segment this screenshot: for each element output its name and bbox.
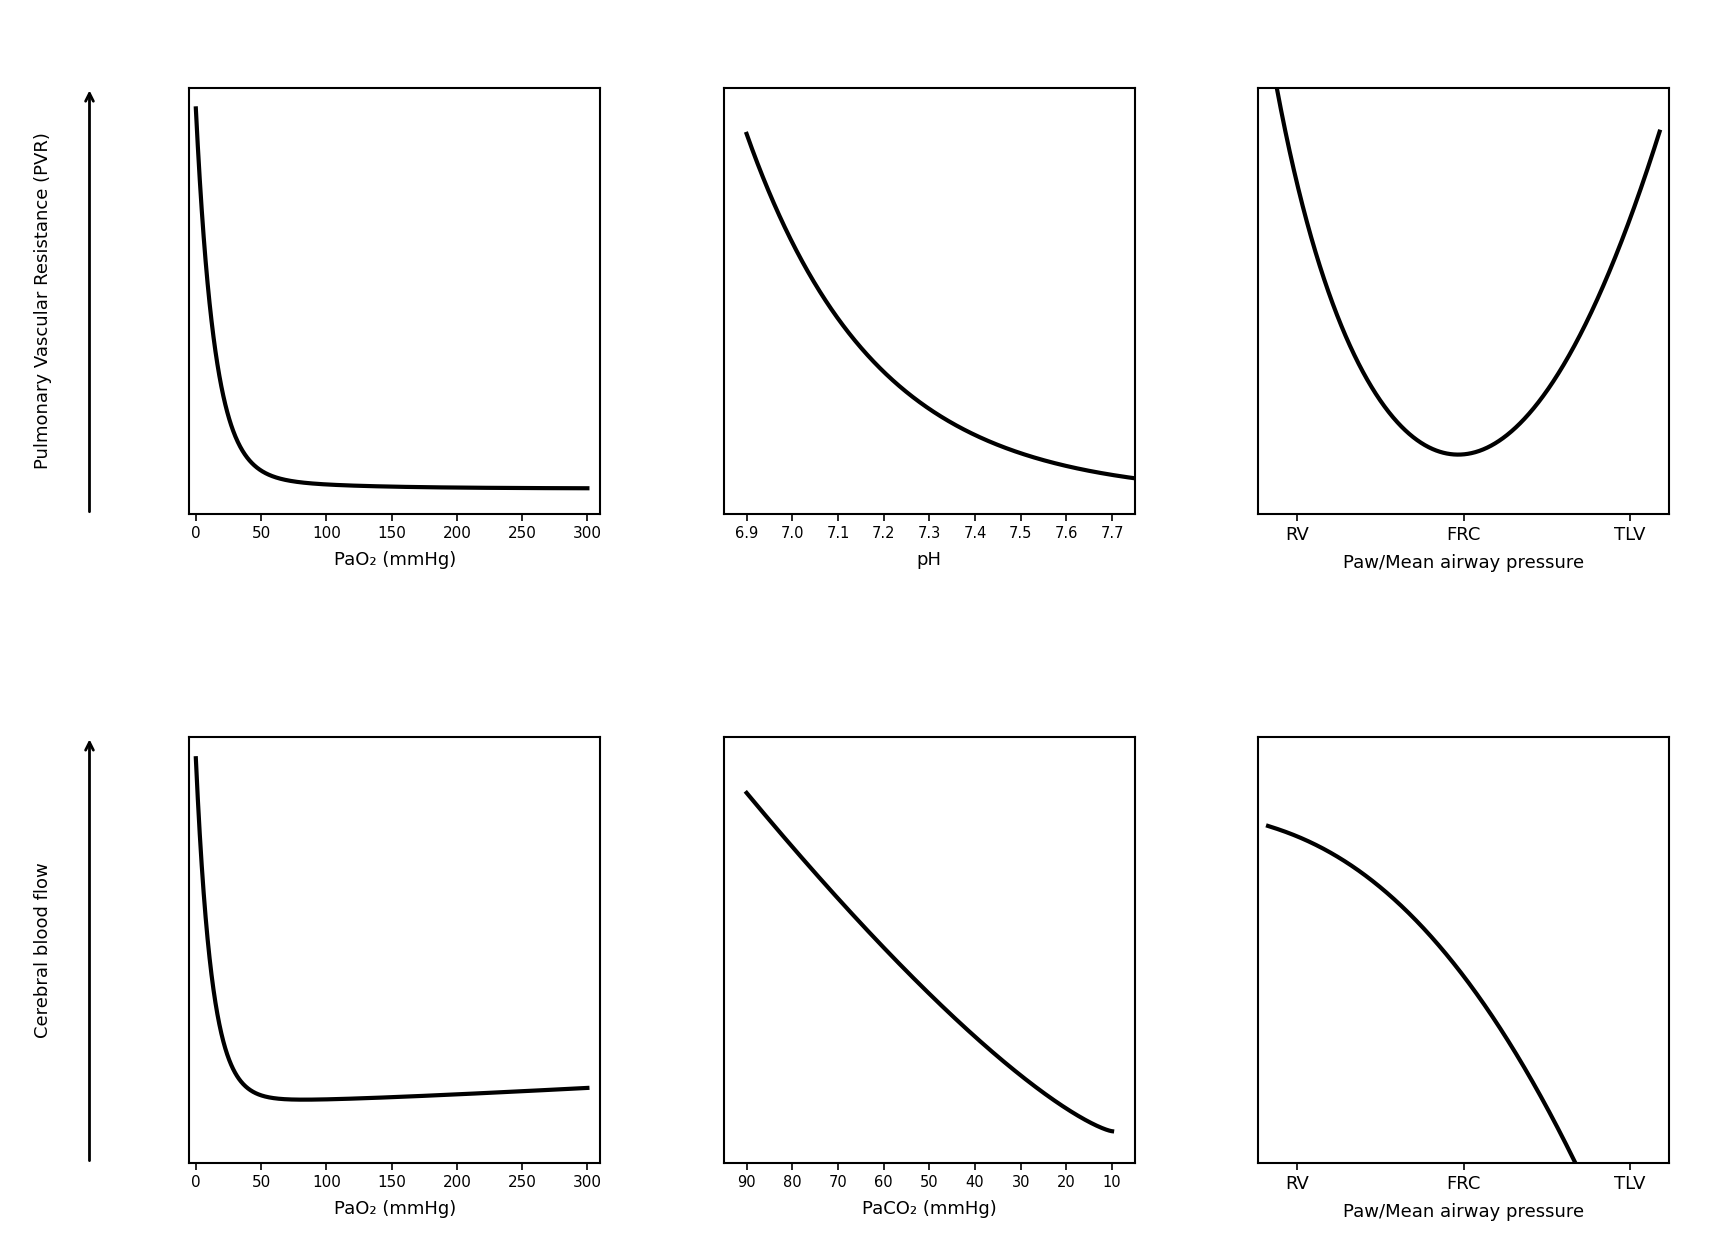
X-axis label: Paw/Mean airway pressure: Paw/Mean airway pressure bbox=[1344, 1203, 1585, 1221]
Text: Pulmonary Vascular Resistance (PVR): Pulmonary Vascular Resistance (PVR) bbox=[34, 133, 52, 469]
Text: Cerebral blood flow: Cerebral blood flow bbox=[34, 862, 52, 1038]
X-axis label: PaO₂ (mmHg): PaO₂ (mmHg) bbox=[334, 550, 456, 569]
X-axis label: pH: pH bbox=[917, 550, 941, 569]
X-axis label: Paw/Mean airway pressure: Paw/Mean airway pressure bbox=[1344, 554, 1585, 572]
X-axis label: PaO₂ (mmHg): PaO₂ (mmHg) bbox=[334, 1200, 456, 1218]
X-axis label: PaCO₂ (mmHg): PaCO₂ (mmHg) bbox=[862, 1200, 996, 1218]
